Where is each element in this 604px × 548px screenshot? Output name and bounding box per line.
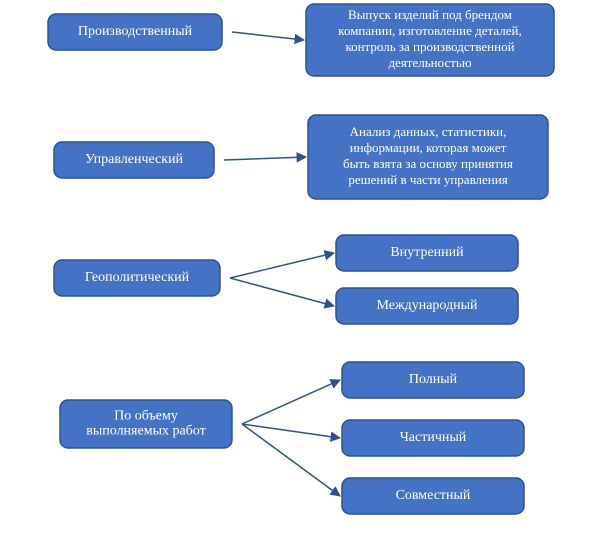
node-n4: Геополитический <box>54 260 220 296</box>
node-n2: Управленческий <box>54 142 214 178</box>
node-n9: Частичный <box>342 420 524 456</box>
node-label: Частичный <box>400 430 467 445</box>
node-label: Анализ данных, статистики, <box>350 124 507 139</box>
node-n5: Внутренний <box>336 235 518 271</box>
node-n1: Выпуск изделий под брендомкомпании, изго… <box>306 4 554 76</box>
node-label: Выпуск изделий под брендом <box>348 7 512 22</box>
flowchart-canvas: Производственный Выпуск изделий под бренд… <box>0 0 604 548</box>
node-n6: Международный <box>336 288 518 324</box>
edges-layer <box>224 32 340 496</box>
node-n10: Совместный <box>342 478 524 514</box>
node-label: Геополитический <box>85 270 190 285</box>
node-label: компании, изготовление деталей, <box>338 23 521 38</box>
node-n0: Производственный <box>48 14 222 50</box>
node-label: Внутренний <box>390 245 464 260</box>
node-label: Производственный <box>78 24 193 39</box>
edge-arrow <box>232 32 304 40</box>
node-label: деятельностью <box>388 55 471 70</box>
node-n8: Полный <box>342 362 524 398</box>
edge-arrow <box>242 380 340 424</box>
edge-arrow <box>224 157 306 160</box>
node-label: Полный <box>409 372 458 387</box>
node-label: По объему <box>114 409 178 424</box>
edge-arrow <box>230 253 334 278</box>
node-n7: По объемувыполняемых работ <box>60 400 232 448</box>
node-n3: Анализ данных, статистики,информации, ко… <box>308 115 548 199</box>
node-label: выполняемых работ <box>86 424 206 439</box>
edge-arrow <box>242 424 340 438</box>
node-label: контроль за производственной <box>345 39 514 54</box>
node-label: информации, которая может <box>350 140 507 155</box>
node-label: Совместный <box>396 488 471 503</box>
edge-arrow <box>242 424 340 496</box>
node-label: быть взята за основу принятия <box>343 156 513 171</box>
edge-arrow <box>230 278 334 306</box>
node-label: Управленческий <box>85 152 184 167</box>
nodes-layer: Производственный Выпуск изделий под бренд… <box>48 4 554 514</box>
node-label: Международный <box>376 298 478 313</box>
node-label: решений в части управления <box>348 172 507 187</box>
